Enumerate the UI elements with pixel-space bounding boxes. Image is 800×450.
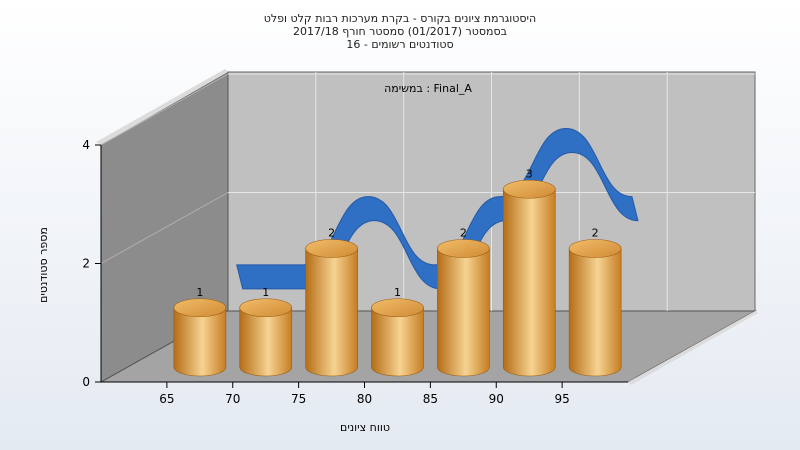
title-line-1: היסטוגרמת ציונים בקורס - בקרת מערכות רבו… <box>264 12 536 25</box>
y-axis-ticks: 0 2 4 <box>82 138 101 389</box>
data-label-95: 2 <box>592 227 599 240</box>
gridline-side <box>100 73 229 146</box>
chart-title: היסטוגרמת ציונים בקורס - בקרת מערכות רבו… <box>264 12 536 51</box>
x-axis-ticks: 65 70 75 80 85 90 95 <box>159 382 570 406</box>
gridlines <box>100 72 755 311</box>
y-axis-title: מספר סטודנטים <box>37 227 50 303</box>
data-label-85: 2 <box>460 227 467 240</box>
bar-top <box>371 298 424 318</box>
bar-85 <box>437 239 490 377</box>
title-line-3: סטודנטים רשומים - 16 <box>346 38 453 51</box>
y-tick-label: 4 <box>82 138 90 152</box>
bar-top <box>239 298 293 318</box>
wall-edge-top <box>96 69 228 145</box>
bar-body <box>305 248 358 377</box>
assignment-annotation: Final_A : במשימה <box>384 82 472 95</box>
bar-80 <box>371 298 424 377</box>
bar-body <box>173 307 227 377</box>
data-labels: 1 1 2 1 2 3 2 <box>196 167 598 299</box>
bar-70 <box>239 298 293 377</box>
x-tick-label: 75 <box>291 392 306 406</box>
bar-95 <box>568 239 622 377</box>
title-line-2: בסמסטר (01/2017) סמסטר חורף 2017/18 <box>293 25 507 38</box>
x-tick-label: 70 <box>225 392 240 406</box>
x-tick-label: 90 <box>489 392 504 406</box>
bar-body <box>371 307 424 377</box>
bar-65 <box>173 298 227 377</box>
gridline-side <box>100 192 229 264</box>
data-label-70: 1 <box>262 286 269 299</box>
bar-top <box>305 239 358 258</box>
bar-body <box>437 248 490 377</box>
x-axis-title: טווח ציונים <box>340 421 390 434</box>
bar-75 <box>305 239 358 377</box>
data-label-80: 1 <box>394 286 401 299</box>
data-label-90: 3 <box>526 167 533 180</box>
bar-body <box>502 188 556 377</box>
x-tick-label: 95 <box>554 392 569 406</box>
bar-top <box>173 298 227 318</box>
y-tick-label: 0 <box>82 375 90 389</box>
x-tick-label: 65 <box>159 392 174 406</box>
bar-body <box>239 307 293 377</box>
bar-body <box>568 248 622 377</box>
data-label-75: 2 <box>328 227 335 240</box>
data-label-65: 1 <box>196 286 203 299</box>
bar-top <box>568 239 622 258</box>
x-tick-label: 80 <box>357 392 372 406</box>
x-tick-label: 85 <box>423 392 438 406</box>
bar-top <box>437 239 490 258</box>
bar-90 <box>502 179 556 377</box>
bar-top <box>502 179 556 199</box>
bars <box>173 179 622 377</box>
y-tick-label: 2 <box>82 257 90 271</box>
floor-edge-right <box>628 311 758 385</box>
